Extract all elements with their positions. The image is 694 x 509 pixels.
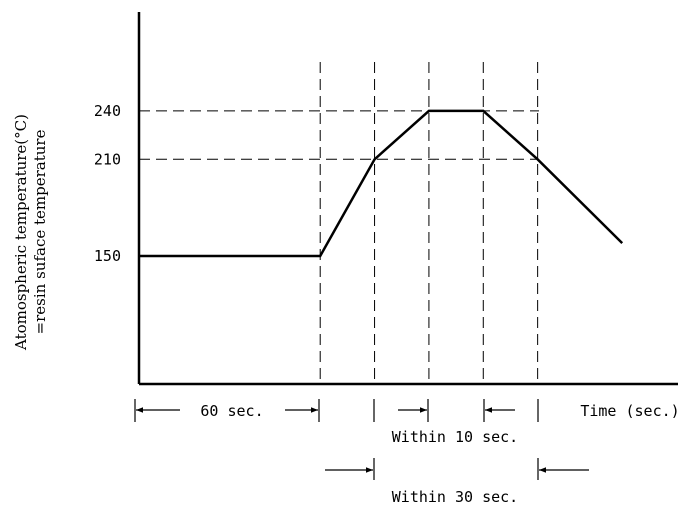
y-tick-labels: 240 210 150 <box>94 102 121 265</box>
y-tick-label: 210 <box>94 150 121 168</box>
label-within-10-sec: Within 10 sec. <box>392 428 518 446</box>
horizontal-reference-lines <box>139 110 539 160</box>
vertical-reference-lines <box>319 62 539 384</box>
label-within-30-sec: Within 30 sec. <box>392 488 518 506</box>
label-60-sec: 60 sec. <box>200 402 263 420</box>
x-axis-label: Time (sec.) <box>580 402 679 420</box>
y-tick-label: 240 <box>94 102 121 120</box>
duration-annotations: 60 sec. Within 10 sec. Within 30 sec. Ti… <box>134 399 680 506</box>
y-tick-label: 150 <box>94 247 121 265</box>
y-axis-label-line-2: =resin suface temperature <box>31 129 49 334</box>
y-axis-label-line-1: Atomospheric temperature(°C) <box>12 114 30 351</box>
temperature-profile-line <box>139 109 624 258</box>
